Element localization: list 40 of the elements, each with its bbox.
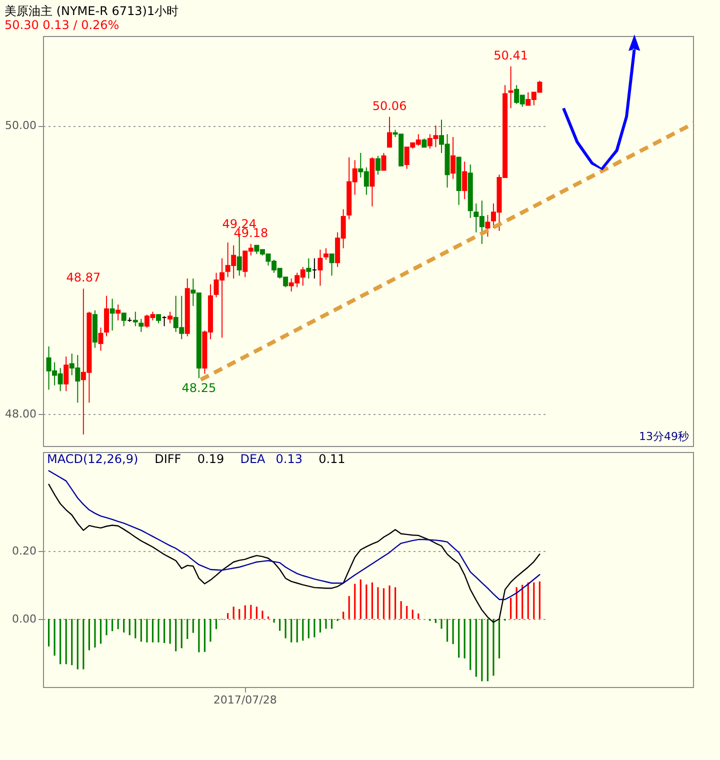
- y-tick-label: 0.00: [12, 612, 36, 626]
- text: DIFF: [154, 452, 182, 466]
- candlestick: [121, 312, 126, 327]
- line-series: [48, 470, 540, 600]
- x-tick-label: 2017/07/28: [213, 694, 277, 706]
- candlestick: [462, 161, 468, 200]
- line-series: [48, 484, 540, 623]
- annotation: 0.11: [318, 452, 346, 466]
- annotation: 48.25: [182, 381, 216, 396]
- candlestick: [508, 66, 514, 109]
- annotation: 0.13: [276, 452, 303, 466]
- candlestick: [104, 295, 110, 337]
- candlestick: [306, 258, 312, 280]
- candlestick: [110, 298, 115, 332]
- y-tick-label: 48.00: [5, 408, 36, 421]
- y-tick-label: 50.00: [5, 119, 36, 132]
- candlestick: [450, 136, 456, 180]
- chart-title: MACD(12,26,9): [47, 452, 138, 466]
- text: DEA: [240, 452, 266, 466]
- candlestick: [329, 253, 334, 276]
- candlestick: [375, 155, 380, 176]
- chart-subtitle: 50.30 0.13 / 0.26%: [4, 18, 120, 32]
- candlestick: [116, 304, 121, 321]
- annotation: 50.41: [494, 48, 528, 62]
- chart-title: 美原油主 (NYME-R 6713)1小时: [4, 4, 179, 18]
- annotation: 50.06: [372, 98, 407, 113]
- y-tick-label: 0.20: [12, 544, 36, 558]
- text: 13分49秒: [639, 430, 689, 443]
- annotation: 0.19: [197, 452, 224, 466]
- annotation: 48.87: [66, 270, 101, 285]
- candlestick: [138, 318, 144, 332]
- candlestick: [387, 116, 392, 148]
- candlestick: [98, 327, 104, 352]
- candlestick: [132, 311, 138, 327]
- candlestick: [168, 311, 173, 324]
- candlestick: [318, 249, 323, 286]
- candlestick: [323, 248, 328, 260]
- candlestick: [381, 152, 386, 171]
- candlestick: [64, 356, 69, 392]
- candlestick: [485, 214, 490, 238]
